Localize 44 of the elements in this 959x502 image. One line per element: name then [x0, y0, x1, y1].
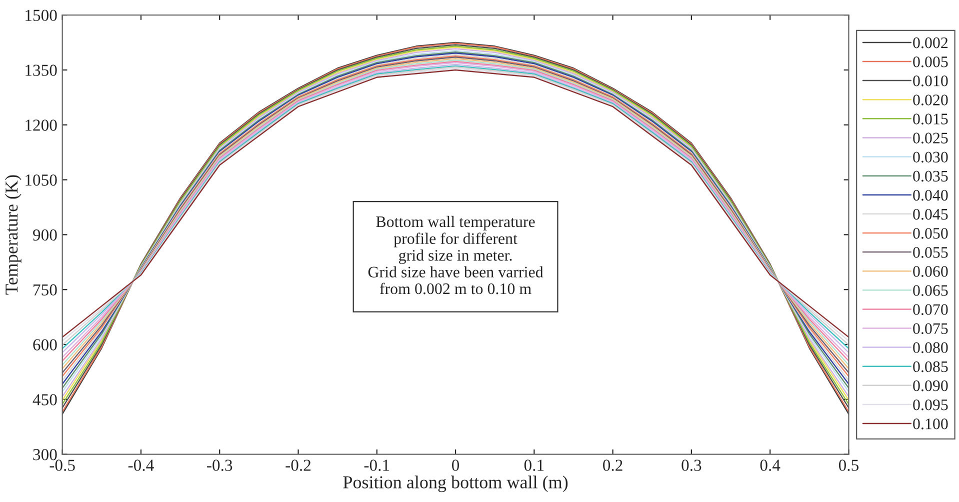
annotation: Bottom wall temperature profile for different grid size in meter. Grid size have been varried from 0.002 m to 0.10 m [368, 216, 544, 294]
x-tick-label: -0.2 [286, 460, 311, 471]
y-tick-label: 1050 [26, 174, 57, 186]
legend-label: 0.085 [913, 361, 948, 372]
legend-label: 0.080 [913, 342, 948, 354]
y-tick-label: 1200 [26, 120, 57, 131]
legend-label: 0.020 [913, 94, 948, 106]
x-tick-label: -0.4 [128, 460, 154, 471]
legend-label: 0.045 [913, 208, 948, 220]
y-tick-label: 600 [33, 339, 57, 350]
y-tick-label: 1500 [26, 10, 57, 22]
x-tick-label: 0.2 [603, 460, 622, 471]
legend-label: 0.060 [913, 266, 948, 277]
legend-label: 0.090 [913, 380, 948, 392]
x-tick-label: 0 [452, 460, 460, 471]
x-tick-label: -0.3 [207, 460, 232, 471]
legend-label: 0.075 [913, 323, 948, 334]
legend-label: 0.070 [913, 304, 948, 316]
x-tick-label: 0.5 [838, 460, 858, 471]
y-tick-label: 900 [33, 229, 57, 241]
legend-label: 0.095 [913, 399, 948, 410]
legend-label: 0.005 [913, 56, 948, 68]
legend-label: 0.040 [913, 190, 948, 201]
y-tick-label: 450 [32, 394, 57, 406]
x-tick-label: 0.1 [524, 460, 544, 471]
legend-label: 0.100 [913, 418, 948, 430]
legend-label: 0.055 [913, 247, 948, 258]
x-tick-label: 0.4 [760, 460, 780, 471]
legend-label: 0.025 [913, 132, 948, 144]
y-tick-label: 1350 [26, 64, 57, 76]
legend-label: 0.065 [913, 285, 948, 296]
legend-label: 0.050 [913, 228, 948, 239]
y-axis-title: Temperature (K) [4, 175, 22, 295]
x-tick-label: 0.3 [682, 460, 702, 471]
legend-label: 0.010 [913, 76, 948, 86]
legend-label: 0.035 [913, 170, 948, 182]
legend-label: 0.030 [913, 152, 948, 163]
x-tick-label: -0.1 [364, 460, 390, 471]
legend-label: 0.002 [913, 37, 948, 48]
legend-label: 0.015 [913, 114, 948, 124]
x-axis-title: Position along bottom wall (m) [343, 476, 568, 492]
x-tick-label: -0.5 [50, 460, 75, 471]
y-tick-label: 300 [33, 449, 57, 460]
y-tick-label: 750 [34, 284, 57, 296]
